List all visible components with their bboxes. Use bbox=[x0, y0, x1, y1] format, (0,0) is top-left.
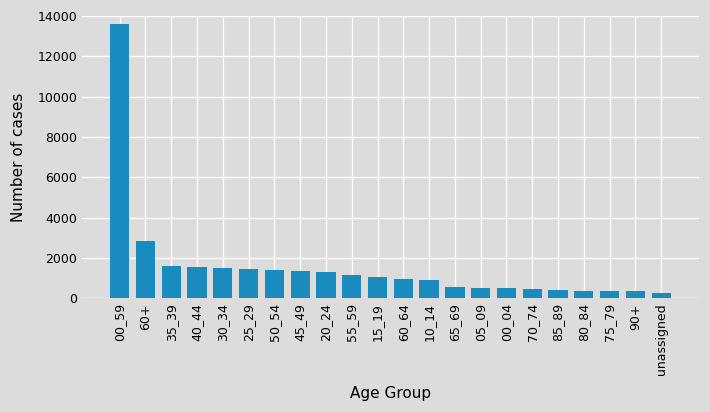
Bar bbox=[626, 291, 645, 298]
Bar bbox=[342, 274, 361, 298]
Bar bbox=[420, 280, 439, 298]
Bar bbox=[162, 267, 181, 298]
Bar bbox=[497, 288, 516, 298]
Y-axis label: Number of cases: Number of cases bbox=[11, 93, 26, 222]
Bar bbox=[265, 270, 284, 298]
Bar bbox=[368, 277, 387, 298]
Bar bbox=[393, 279, 413, 298]
Bar bbox=[316, 272, 336, 298]
Bar bbox=[290, 271, 310, 298]
Bar bbox=[548, 290, 568, 298]
Bar bbox=[471, 288, 491, 298]
Bar bbox=[110, 24, 129, 298]
Bar bbox=[187, 267, 207, 298]
Bar bbox=[136, 241, 155, 298]
Bar bbox=[239, 269, 258, 298]
Bar bbox=[523, 289, 542, 298]
Bar bbox=[213, 268, 232, 298]
Bar bbox=[600, 291, 619, 298]
X-axis label: Age Group: Age Group bbox=[350, 386, 431, 401]
Bar bbox=[574, 290, 594, 298]
Bar bbox=[652, 293, 671, 298]
Bar bbox=[445, 287, 464, 298]
